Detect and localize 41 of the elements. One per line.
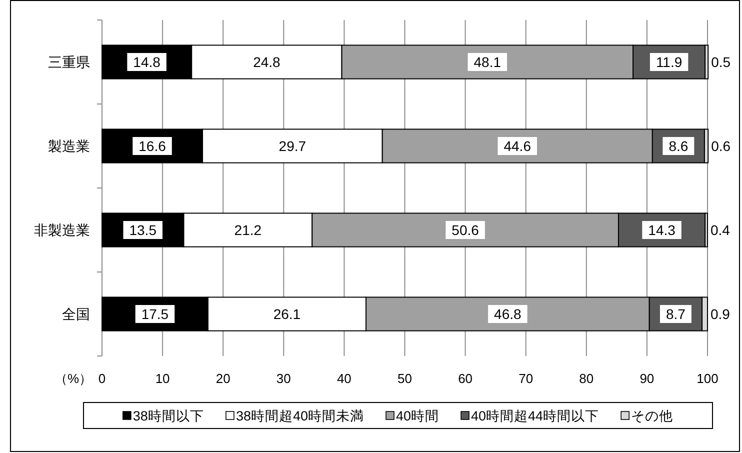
x-tick-label: 70 xyxy=(518,371,534,386)
x-tick-label: 20 xyxy=(216,371,230,386)
legend-label: 40時間超44時間以下 xyxy=(471,408,600,424)
data-label: 13.5 xyxy=(129,222,157,238)
legend-label: 40時間 xyxy=(396,408,440,424)
data-label: 24.8 xyxy=(253,54,281,70)
x-tick-label: 40 xyxy=(336,371,352,386)
data-label: 0.9 xyxy=(710,306,730,322)
y-tick-label: 全国 xyxy=(62,306,90,322)
data-label: 46.8 xyxy=(494,306,522,322)
x-tick-label: 10 xyxy=(155,371,170,386)
data-label: 50.6 xyxy=(452,222,480,238)
data-label: 21.2 xyxy=(234,222,262,238)
data-label: 14.3 xyxy=(648,222,676,238)
data-label: 0.4 xyxy=(710,222,730,238)
x-tick-label: 30 xyxy=(276,371,291,386)
legend-label: 38時間以下 xyxy=(132,408,204,424)
legend-label: 38時間超40時間未満 xyxy=(236,408,364,424)
x-tick-label: 90 xyxy=(640,371,654,386)
x-tick-label: 80 xyxy=(579,371,594,386)
y-tick-label: 非製造業 xyxy=(34,222,90,238)
x-tick-label: 50 xyxy=(398,371,412,386)
data-label: 14.8 xyxy=(133,54,161,70)
y-tick-label: 製造業 xyxy=(48,138,90,154)
y-tick-label: 三重県 xyxy=(48,54,90,70)
legend-label: その他 xyxy=(631,408,674,424)
data-label: 0.6 xyxy=(711,138,731,154)
x-axis-title: （%） xyxy=(54,371,92,386)
data-label: 17.5 xyxy=(141,306,169,322)
x-tick-label: 60 xyxy=(458,371,473,386)
data-label: 8.6 xyxy=(668,138,688,154)
data-label: 48.1 xyxy=(474,54,502,70)
x-tick-label: 0 xyxy=(98,371,106,386)
data-label: 16.6 xyxy=(138,138,166,154)
data-label: 26.1 xyxy=(273,306,301,322)
data-label: 8.7 xyxy=(666,306,686,322)
data-label: 0.5 xyxy=(711,54,731,70)
data-label: 11.9 xyxy=(656,54,682,70)
data-label: 29.7 xyxy=(278,138,306,154)
data-label: 44.6 xyxy=(504,138,532,154)
x-tick-label: 100 xyxy=(696,371,718,386)
